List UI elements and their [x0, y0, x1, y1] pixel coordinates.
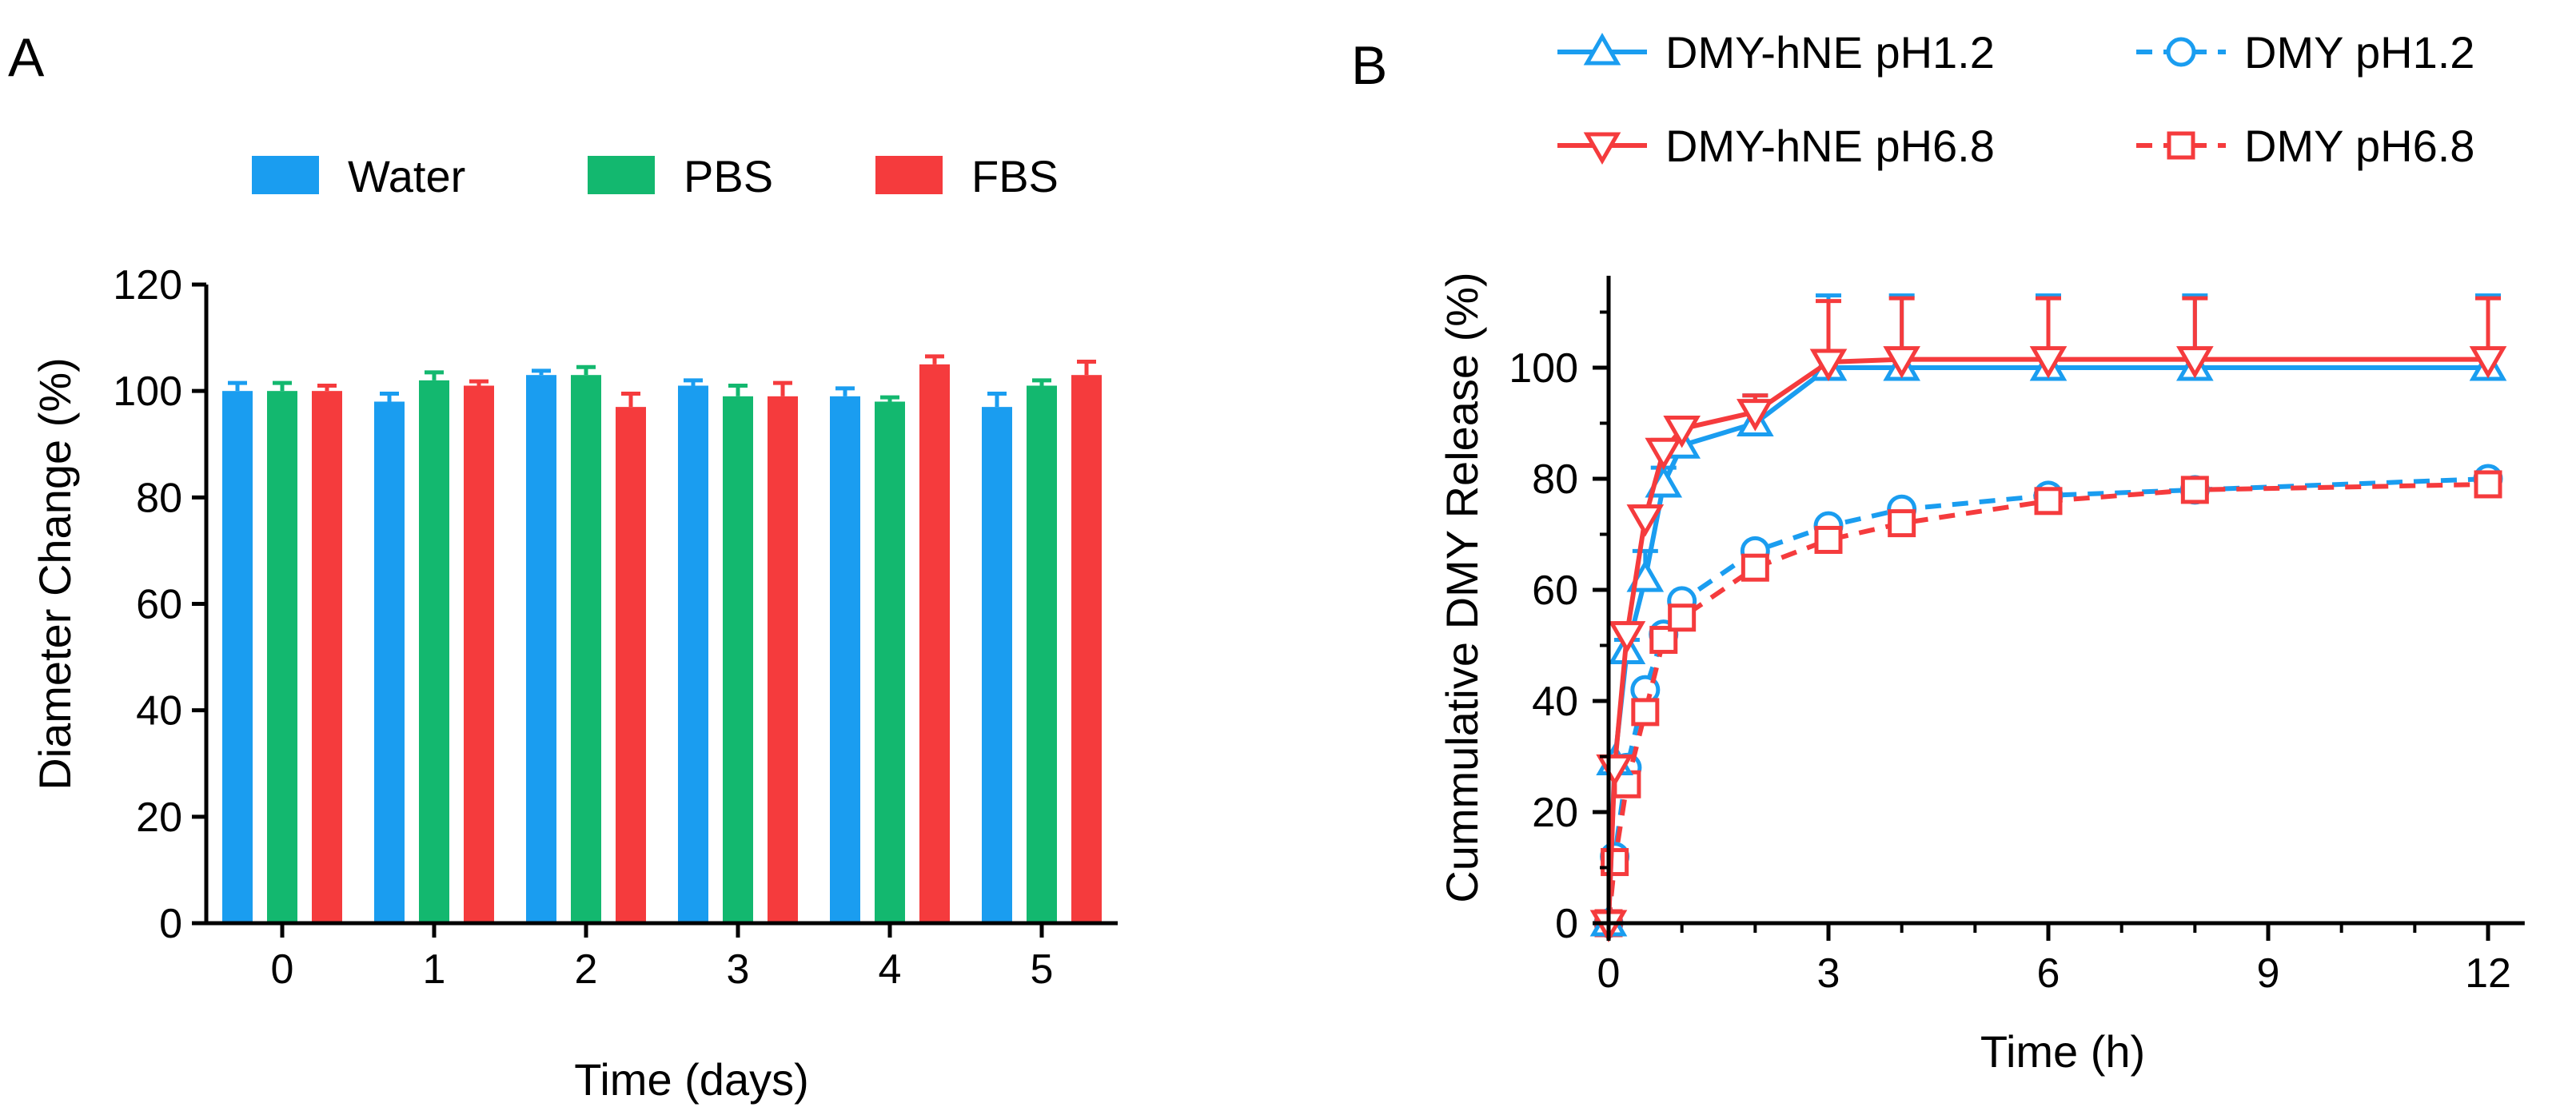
bar-pbs-day-2 [571, 375, 601, 924]
bar-water-day-0 [222, 391, 253, 924]
point-dmy-ph6-8-7 [1814, 525, 1843, 554]
legend-marker-dmy-ph6-8 [2167, 131, 2195, 160]
y-tick-label-b-0: 0 [1555, 901, 1578, 947]
x-tick-label-a-4: 4 [879, 946, 902, 993]
bar-fbs-day-5 [1071, 375, 1102, 924]
bar-fbs-day-1 [464, 385, 494, 924]
legend-b: DMY-hNE pH1.2 DMY-hNE pH6.8 DMY pH1.2 DMY p… [1557, 27, 2474, 171]
point-dmy-hne-ph6-8-9 [2029, 346, 2068, 379]
legend-label-dmy-hne-ph6-8: DMY-hNE pH6.8 [1665, 121, 1995, 171]
point-dmy-ph6-8-8 [1888, 509, 1916, 538]
x-tick-label-b-0: 0 [1597, 950, 1621, 997]
panel-a-label: A [8, 27, 45, 88]
point-dmy-hne-ph6-8-10 [2176, 346, 2214, 379]
y-tick-label-b-80: 80 [1532, 456, 1578, 503]
x-tick-label-b-12: 12 [2465, 950, 2511, 997]
point-dmy-hne-ph6-8-5 [1663, 415, 1701, 448]
y-axis-title-b: Cummulative DMY Release (%) [1437, 272, 1487, 902]
line-dmy-ph1-2 [1606, 476, 2489, 924]
bar-fbs-day-2 [616, 407, 646, 923]
x-axis-title-b: Time (h) [1980, 1026, 2145, 1077]
legend-label-fbs: FBS [971, 151, 1059, 201]
y-tick-label-a-80: 80 [136, 475, 182, 521]
point-dmy-hne-ph6-8-6 [1737, 399, 1774, 432]
point-dmy-hne-ph6-8-7 [1809, 348, 1848, 382]
x-tick-label-b-6: 6 [2037, 950, 2060, 997]
legend-label-water: Water [348, 151, 465, 201]
legend-label-dmy-ph6-8: DMY pH6.8 [2244, 121, 2474, 171]
bar-fbs-day-0 [312, 391, 342, 924]
x-tick-label-a-2: 2 [575, 946, 598, 993]
x-tick-label-b-9: 9 [2257, 950, 2280, 997]
point-dmy-ph6-8-9 [2034, 487, 2063, 516]
y-tick-label-b-60: 60 [1532, 567, 1578, 614]
y-tick-label-b-20: 20 [1532, 790, 1578, 836]
legend-label-dmy-ph1-2: DMY pH1.2 [2244, 27, 2474, 78]
x-tick-label-a-5: 5 [1031, 946, 1054, 993]
legend-swatch-pbs [588, 156, 655, 194]
legend-swatch-fbs [875, 156, 943, 194]
bar-pbs-day-4 [875, 401, 905, 923]
point-dmy-ph6-8-5 [1668, 603, 1697, 632]
point-dmy-ph6-8-6 [1741, 553, 1769, 582]
bar-pbs-day-5 [1027, 385, 1057, 924]
bar-pbs-day-0 [267, 391, 297, 924]
legend-marker-dmy-hne-ph6-8 [1583, 132, 1621, 165]
bar-water-day-3 [678, 385, 708, 924]
line-dmy-hne-ph1-2 [1606, 365, 2488, 924]
legend-label-pbs: PBS [684, 151, 773, 201]
y-tick-label-b-100: 100 [1509, 345, 1578, 392]
legend-swatch-water [252, 156, 319, 194]
panel-a: A Water PBS FBS 0 1 2 3 4 5 0 20 40 60 80 100 120 Time… [8, 27, 1118, 1105]
y-tick-label-a-100: 100 [113, 368, 182, 415]
bar-fbs-day-3 [768, 396, 798, 923]
x-tick-label-b-3: 3 [1817, 950, 1840, 997]
legend-marker-dmy-ph1-2 [2166, 37, 2196, 67]
bar-pbs-day-1 [419, 380, 449, 924]
point-dmy-ph6-8-3 [1631, 698, 1660, 727]
y-tick-label-a-60: 60 [136, 582, 182, 628]
plot-a: 0 1 2 3 4 5 0 20 40 60 80 100 120 [113, 262, 1118, 993]
line-dmy-hne-ph6-8 [1606, 356, 2488, 924]
x-axis-title-a: Time (days) [574, 1054, 809, 1105]
point-dmy-hne-ph6-8-8 [1883, 346, 1920, 379]
bar-water-day-5 [982, 407, 1012, 923]
point-dmy-hne-ph6-8-3 [1626, 504, 1665, 537]
y-tick-label-a-120: 120 [113, 262, 182, 309]
point-dmy-ph6-8-11 [2474, 470, 2502, 499]
point-dmy-ph6-8-10 [2180, 476, 2209, 504]
y-tick-label-a-20: 20 [136, 794, 182, 841]
bar-water-day-4 [830, 396, 860, 923]
bar-fbs-day-4 [919, 364, 950, 923]
y-tick-label-a-40: 40 [136, 688, 182, 735]
line-dmy-ph6-8 [1606, 481, 2489, 924]
y-tick-label-b-40: 40 [1532, 679, 1578, 725]
bar-pbs-day-3 [723, 396, 753, 923]
y-tick-label-a-0: 0 [159, 901, 182, 947]
point-dmy-hne-ph6-8-11 [2469, 346, 2507, 379]
panel-b-label: B [1351, 35, 1387, 96]
plot-b: 0 20 40 60 80 100 0 3 6 9 12 [1509, 276, 2525, 997]
y-axis-title-a: Diameter Change (%) [30, 357, 80, 790]
bar-water-day-1 [374, 401, 405, 923]
point-dmy-hne-ph6-8-4 [1645, 437, 1683, 471]
legend-marker-dmy-hne-ph1-2 [1583, 32, 1621, 66]
legend-a: Water PBS FBS [252, 151, 1059, 201]
point-dmy-ph6-8-1 [1601, 848, 1629, 877]
x-tick-label-a-0: 0 [271, 946, 294, 993]
point-dmy-hne-ph6-8-2 [1608, 621, 1646, 654]
point-dmy-ph6-8-4 [1649, 626, 1678, 655]
legend-label-dmy-hne-ph1-2: DMY-hNE pH1.2 [1665, 27, 1995, 78]
x-tick-label-a-3: 3 [727, 946, 750, 993]
bar-water-day-2 [526, 375, 556, 924]
x-tick-label-a-1: 1 [423, 946, 446, 993]
